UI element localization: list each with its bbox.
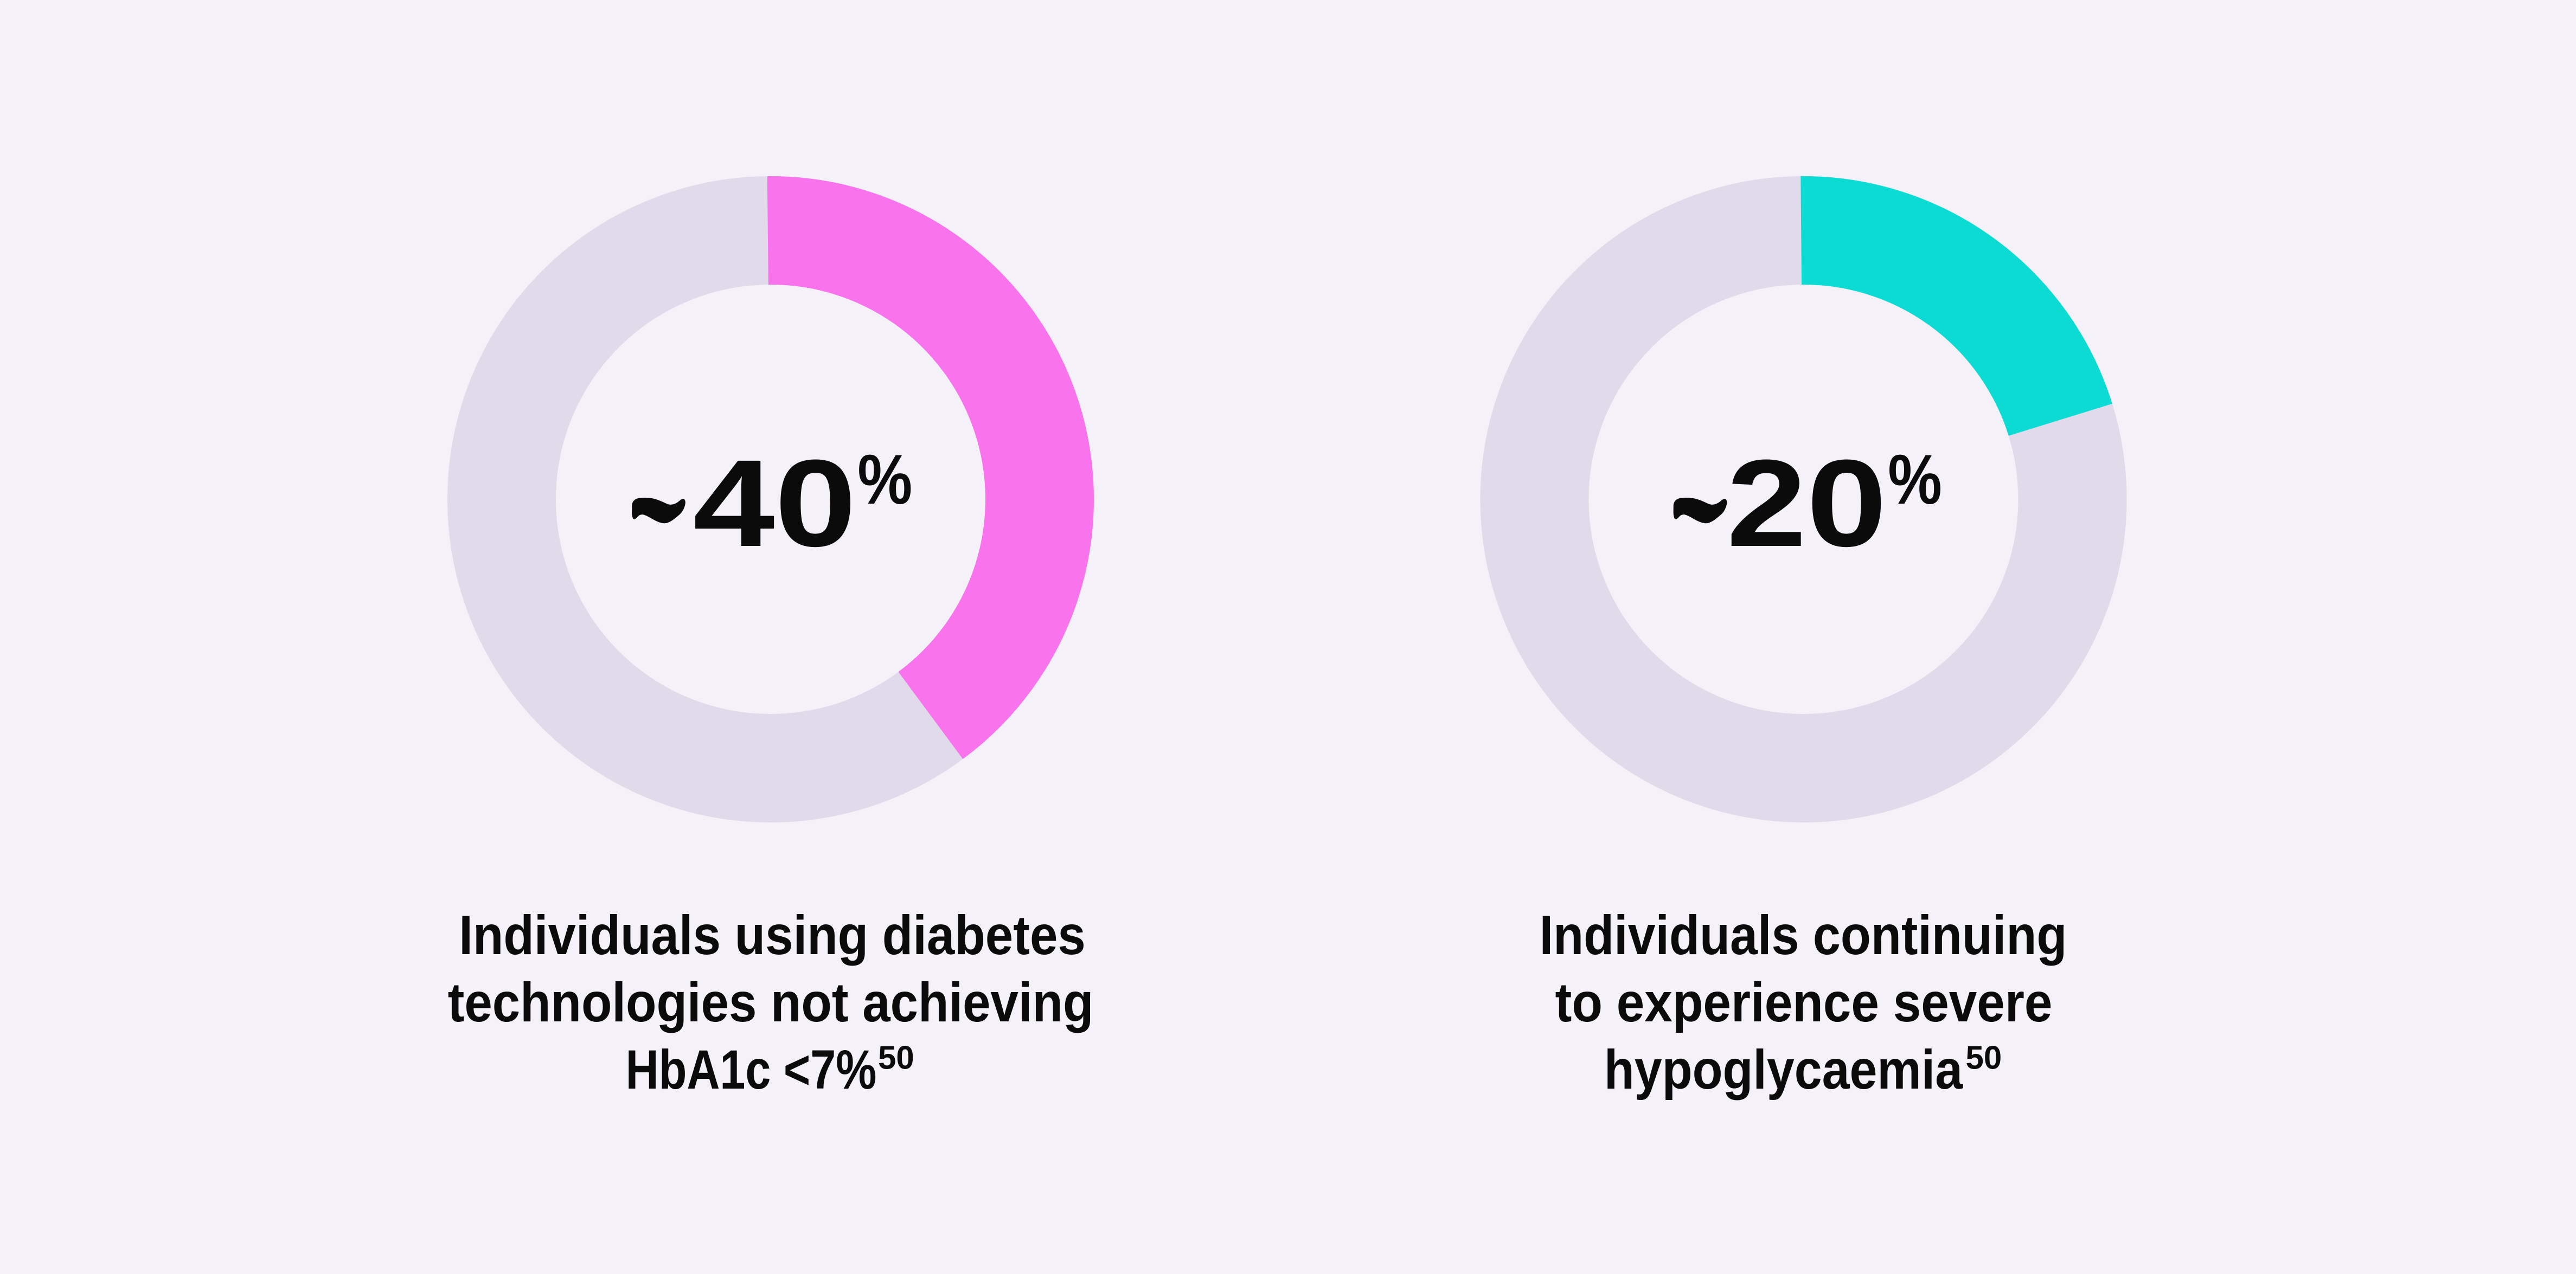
svg-text:50: 50: [878, 1040, 914, 1076]
svg-text:Individuals continuing: Individuals continuing: [1540, 904, 2067, 966]
svg-text:50: 50: [1966, 1040, 2002, 1076]
svg-text:20: 20: [1727, 434, 1887, 572]
svg-text:40: 40: [693, 434, 856, 572]
svg-text:hypoglycaemia: hypoglycaemia: [1604, 1038, 1963, 1101]
svg-text:technologies not achieving: technologies not achieving: [448, 971, 1094, 1033]
svg-text:%: %: [857, 440, 912, 519]
svg-text:HbA1c <7%: HbA1c <7%: [626, 1038, 877, 1100]
svg-text:Individuals using diabetes: Individuals using diabetes: [459, 904, 1086, 966]
svg-text:%: %: [1888, 440, 1942, 519]
svg-text:to experience severe: to experience severe: [1555, 971, 2053, 1033]
